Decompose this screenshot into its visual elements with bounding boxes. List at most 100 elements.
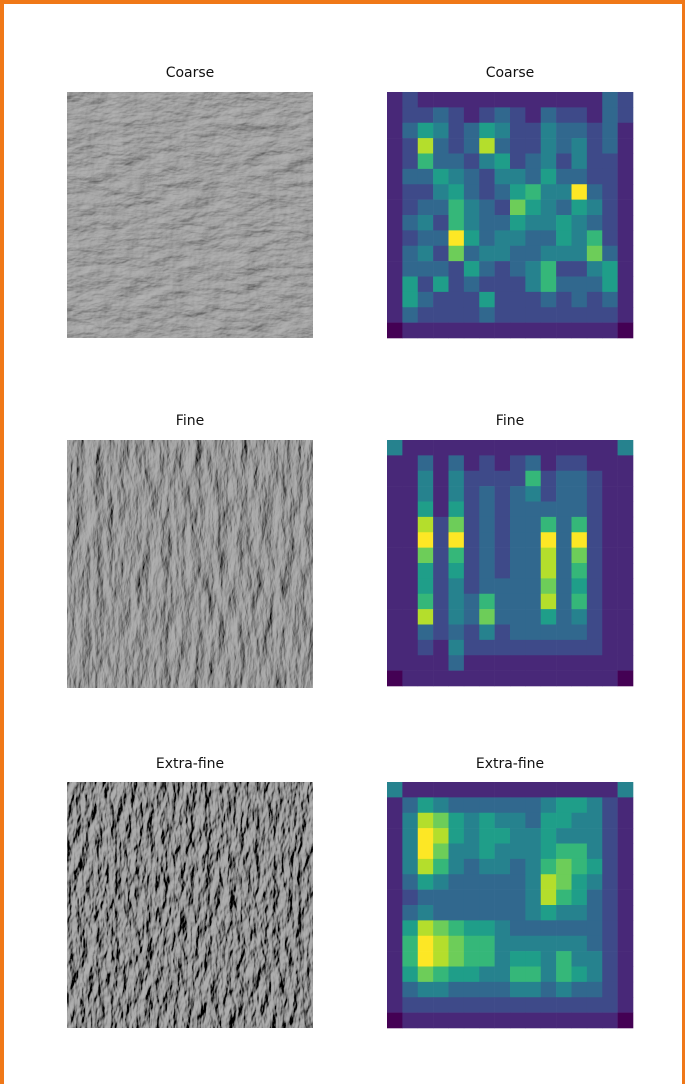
panel-title: Extra-fine: [156, 756, 224, 772]
heatmap-cell: [587, 671, 603, 687]
heatmap-cell: [572, 292, 588, 308]
heatmap-cell: [556, 532, 572, 548]
heatmap-cell: [418, 292, 434, 308]
heatmap-cell: [572, 671, 588, 687]
heatmap-cell: [449, 967, 465, 983]
heatmap-cell: [556, 471, 572, 487]
panel-title: Fine: [496, 413, 524, 429]
heatmap-cell: [387, 440, 403, 456]
heatmap-cell: [587, 782, 603, 798]
heatmap-cell: [449, 936, 465, 952]
heatmap-cell: [449, 455, 465, 471]
heatmap-cell: [525, 292, 541, 308]
panel-title: Extra-fine: [476, 756, 544, 772]
heatmap-cell: [402, 154, 418, 170]
heatmap-cell: [464, 671, 480, 687]
heatmap-cell: [572, 813, 588, 829]
heatmap-cell: [418, 828, 434, 844]
heatmap-cell: [510, 184, 526, 200]
heatmap-cell: [433, 828, 449, 844]
heatmap-cell: [418, 563, 434, 579]
heatmap-cell: [618, 532, 634, 548]
heatmap-cell: [495, 859, 511, 875]
heatmap-cell: [618, 982, 634, 998]
heatmap-cell: [572, 92, 588, 108]
heatmap-cell: [495, 261, 511, 277]
heatmap-cell: [449, 215, 465, 231]
heatmap-cell: [572, 548, 588, 564]
heatmap-cell: [587, 1013, 603, 1029]
heatmap-cell: [418, 951, 434, 967]
heatmap-cell: [587, 828, 603, 844]
heatmap-cell: [495, 797, 511, 813]
heatmap-cell: [587, 936, 603, 952]
heatmap-cell: [464, 563, 480, 579]
heatmap-cell: [433, 277, 449, 293]
heatmap-cell: [495, 486, 511, 502]
heatmap-cell: [587, 563, 603, 579]
heatmap-cell: [402, 548, 418, 564]
heatmap-cell: [602, 967, 618, 983]
heatmap-cell: [572, 517, 588, 533]
heatmap-cell: [525, 154, 541, 170]
heatmap-cell: [618, 92, 634, 108]
heatmap-cell: [572, 640, 588, 656]
heatmap-cell: [495, 936, 511, 952]
heatmap-cell: [510, 277, 526, 293]
heatmap-cell: [602, 828, 618, 844]
heatmap-cell: [402, 471, 418, 487]
heatmap-cell: [418, 997, 434, 1013]
heatmap-cell: [556, 813, 572, 829]
heatmap-cell: [587, 997, 603, 1013]
heatmap-cell: [602, 292, 618, 308]
heatmap-cell: [433, 859, 449, 875]
heatmap-cell: [510, 154, 526, 170]
heatmap-cell: [418, 813, 434, 829]
heatmap-cell: [449, 292, 465, 308]
heatmap-cell: [556, 874, 572, 890]
heatmap-cell: [387, 184, 403, 200]
heatmap-cell: [602, 246, 618, 262]
heatmap-cell: [418, 440, 434, 456]
heatmap-cell: [556, 905, 572, 921]
heatmap-cell: [556, 982, 572, 998]
heatmap-cell: [587, 982, 603, 998]
heatmap-cell: [602, 997, 618, 1013]
heatmap-cell: [387, 323, 403, 339]
heatmap-cell: [541, 813, 557, 829]
heatmap-cell: [495, 625, 511, 641]
heatmap-cell: [479, 874, 495, 890]
heatmap-cell: [495, 578, 511, 594]
heatmap-cell: [556, 563, 572, 579]
heatmap-cell: [510, 307, 526, 323]
heatmap-cell: [556, 261, 572, 277]
heatmap-cell: [556, 797, 572, 813]
heatmap-cell: [602, 107, 618, 123]
heatmap-cell: [525, 502, 541, 518]
heatmap-cell: [618, 471, 634, 487]
heatmap-cell: [402, 292, 418, 308]
heatmap-cell: [495, 323, 511, 339]
heatmap-cell: [449, 440, 465, 456]
heatmap-cell: [479, 169, 495, 185]
heatmap-cell: [525, 997, 541, 1013]
heatmap-cell: [572, 874, 588, 890]
heatmap-cell: [464, 625, 480, 641]
heatmap-cell: [402, 844, 418, 860]
heatmap-cell: [449, 671, 465, 687]
heatmap-cell: [495, 813, 511, 829]
heatmap-cell: [510, 292, 526, 308]
heatmap-cell: [479, 292, 495, 308]
heatmap-cell: [418, 874, 434, 890]
heatmap-cell: [495, 997, 511, 1013]
heatmap-cell: [602, 502, 618, 518]
heatmap-cell: [572, 905, 588, 921]
heatmap-cell: [572, 323, 588, 339]
heatmap-cell: [556, 548, 572, 564]
heatmap-cell: [464, 594, 480, 610]
heatmap-cell: [602, 594, 618, 610]
heatmap-cell: [556, 440, 572, 456]
heatmap-cell: [541, 455, 557, 471]
heatmap-cell: [525, 169, 541, 185]
heatmap-cell: [464, 640, 480, 656]
